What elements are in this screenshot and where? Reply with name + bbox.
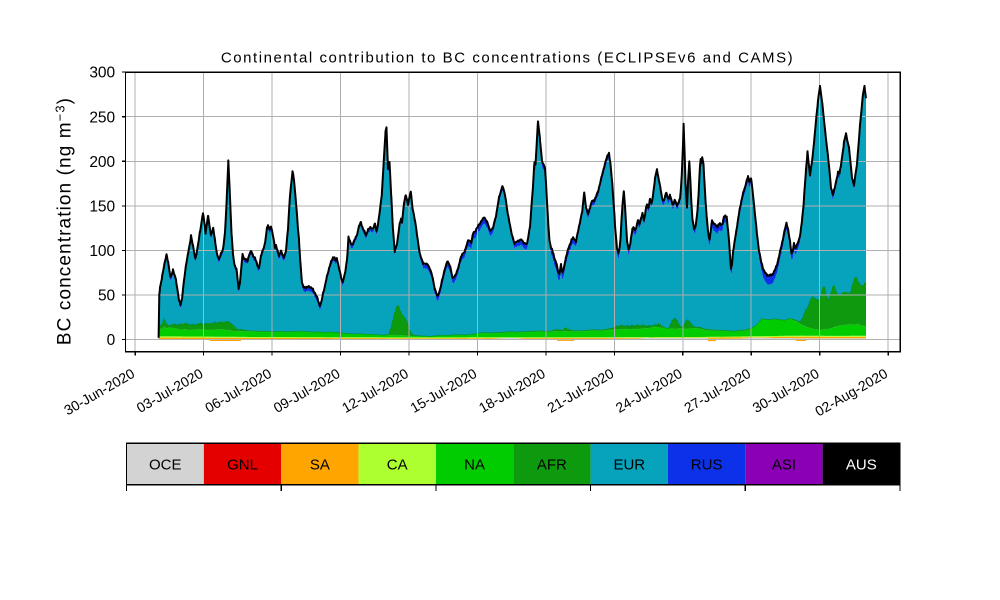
svg-text:SA: SA [310, 456, 330, 473]
svg-text:0: 0 [107, 332, 116, 349]
svg-text:GNL: GNL [227, 456, 258, 473]
svg-text:Continental contribution to BC: Continental contribution to BC concentra… [221, 50, 794, 67]
svg-text:RUS: RUS [691, 456, 723, 473]
svg-text:250: 250 [89, 109, 115, 126]
svg-text:CA: CA [387, 456, 408, 473]
svg-text:AUS: AUS [846, 456, 877, 473]
svg-text:AFR: AFR [537, 456, 567, 473]
svg-text:50: 50 [98, 288, 116, 305]
svg-text:BC concentration (ng m−3): BC concentration (ng m−3) [53, 97, 76, 345]
svg-text:OCE: OCE [149, 456, 182, 473]
svg-text:150: 150 [89, 198, 115, 215]
svg-text:200: 200 [89, 154, 115, 171]
svg-text:NA: NA [464, 456, 485, 473]
svg-text:100: 100 [89, 243, 115, 260]
svg-text:ASI: ASI [772, 456, 796, 473]
svg-text:EUR: EUR [613, 456, 645, 473]
svg-text:300: 300 [89, 65, 115, 82]
